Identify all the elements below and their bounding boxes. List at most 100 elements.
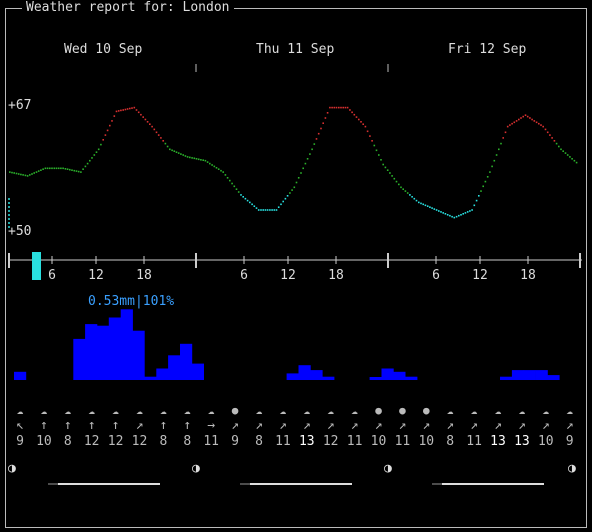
temperature-point: [231, 182, 233, 185]
temperature-point: [57, 167, 60, 170]
temperature-point: [522, 115, 524, 118]
temperature-point: [186, 156, 189, 158]
temperature-point: [149, 123, 151, 125]
temperature-point: [280, 203, 282, 206]
day-label-thu: Thu 11 Sep: [256, 42, 335, 57]
cloud-icon: ☁: [255, 404, 263, 417]
temperature-point: [331, 106, 333, 109]
temperature-point: [575, 161, 578, 164]
temperature-point: [340, 106, 342, 109]
temperature-point: [415, 199, 418, 202]
cloud-icon: ☁: [112, 404, 119, 417]
temperature-point: [426, 205, 429, 207]
temperature-point: [375, 149, 378, 152]
temperature-point: [404, 190, 407, 192]
temperature-point: [478, 195, 480, 197]
temperature-point: [560, 148, 562, 151]
cloud-icon: ☁: [16, 404, 24, 417]
temperature-point: [549, 134, 551, 136]
temperature-point: [113, 115, 116, 117]
hour-tick-label: 6: [432, 268, 440, 283]
temperature-point: [491, 165, 493, 168]
temperature-point: [120, 109, 122, 112]
temperature-point: [338, 106, 340, 109]
temperature-point: [538, 122, 540, 125]
cloud-icon: ☁: [64, 404, 72, 417]
temperature-point: [475, 199, 478, 202]
temperature-point: [482, 185, 484, 188]
temperature-point: [458, 214, 460, 217]
wind-speed: 10: [370, 434, 387, 449]
temperature-point: [524, 114, 527, 116]
temperature-point: [111, 120, 113, 122]
temperature-point: [42, 168, 44, 170]
temperature-point: [91, 157, 93, 159]
cloud-icon: ☁: [303, 404, 311, 417]
temperature-point: [275, 209, 278, 211]
temperature-point: [511, 122, 513, 125]
wind-direction-icon: ↗: [350, 418, 359, 433]
cloud-icon: ☁: [160, 404, 167, 417]
temperature-point: [424, 204, 427, 207]
temperature-point: [135, 109, 138, 111]
temperature-point: [137, 111, 140, 114]
precip-bar: [500, 376, 513, 380]
temperature-point: [46, 167, 49, 170]
precip-bar: [405, 376, 418, 380]
temperature-point: [358, 118, 360, 121]
temperature-point: [289, 192, 291, 194]
precip-bar: [144, 376, 157, 380]
temperature-point: [551, 137, 553, 139]
wind-speed: 11: [346, 434, 363, 449]
precip-bar: [322, 376, 335, 380]
temperature-point: [22, 174, 24, 176]
temperature-point: [155, 131, 158, 134]
wind-direction-icon: ↗: [326, 418, 335, 433]
temperature-point: [26, 175, 29, 177]
temperature-point: [460, 214, 462, 216]
temperature-point: [142, 116, 144, 118]
wind-speed: 11: [275, 434, 291, 449]
temperature-point: [333, 106, 336, 109]
temperature-point: [213, 165, 216, 168]
wind-direction-icon: ↗: [517, 418, 526, 433]
temperature-point: [195, 158, 198, 160]
wind-direction-icon: ↗: [278, 418, 287, 433]
cloud-icon: ☁: [542, 404, 550, 417]
wind-speed: 8: [183, 434, 192, 449]
temperature-point: [164, 142, 167, 145]
temperature-point: [326, 112, 329, 114]
temperature-point: [442, 212, 444, 214]
wind-speed: 13: [490, 434, 506, 449]
temperature-point: [542, 125, 544, 128]
temperature-point: [422, 203, 424, 206]
temperature-point: [389, 172, 391, 174]
hour-tick-label: 6: [48, 268, 56, 283]
temperature-point: [129, 107, 131, 110]
temperature-point: [378, 154, 380, 156]
temperature-point: [82, 168, 84, 170]
temperature-point: [226, 177, 229, 179]
temperature-point: [97, 148, 100, 151]
temperature-point: [324, 117, 327, 119]
temperature-point: [489, 171, 491, 173]
temperature-point: [80, 171, 82, 173]
temperature-point: [229, 179, 231, 182]
temperature-point: [40, 169, 42, 171]
temperature-point: [420, 202, 422, 205]
temperature-point: [151, 125, 153, 128]
cloud-icon: ☁: [88, 404, 95, 417]
temperature-point: [197, 158, 200, 161]
temperature-point: [486, 176, 489, 178]
temperature-point: [300, 172, 302, 174]
temperature-point: [466, 211, 469, 213]
wind-speed: 11: [466, 434, 482, 449]
temperature-point: [64, 168, 67, 170]
cloud-icon: ☁: [566, 404, 573, 417]
temperature-point: [122, 109, 124, 111]
temperature-point: [262, 209, 264, 211]
temperature-point: [349, 109, 351, 111]
temperature-point: [282, 200, 284, 203]
wind-speed: 11: [203, 434, 220, 449]
